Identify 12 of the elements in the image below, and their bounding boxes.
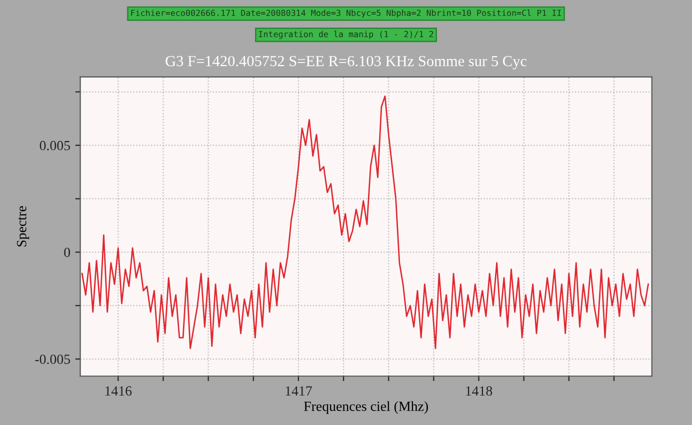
y-tick-label: 0.005 [40, 140, 70, 150]
chart-title: G3 F=1420.405752 S=EE R=6.103 KHz Somme sur 5 Cyc [166, 56, 527, 70]
y-tick-label: -0.005 [35, 354, 70, 364]
x-tick-label: 1416 [105, 386, 132, 396]
text: Integration de la manip (1 - 2)/1 2 [259, 30, 434, 39]
y-axis-title: Spectre [16, 206, 30, 246]
x-tick-label: 1417 [286, 386, 312, 396]
x-tick-label: 1418 [466, 386, 492, 396]
y-tick-label: 0 [64, 248, 70, 258]
text: Fichier=eco002666.171 Date=20080314 Mode=3 Nbcyc=5 Nbpha=2 Nbrint=10 Position=Cl P1 II [131, 10, 561, 18]
x-axis-title: Frequences ciel (Mhz) [304, 401, 428, 414]
line-series [81, 95, 649, 350]
